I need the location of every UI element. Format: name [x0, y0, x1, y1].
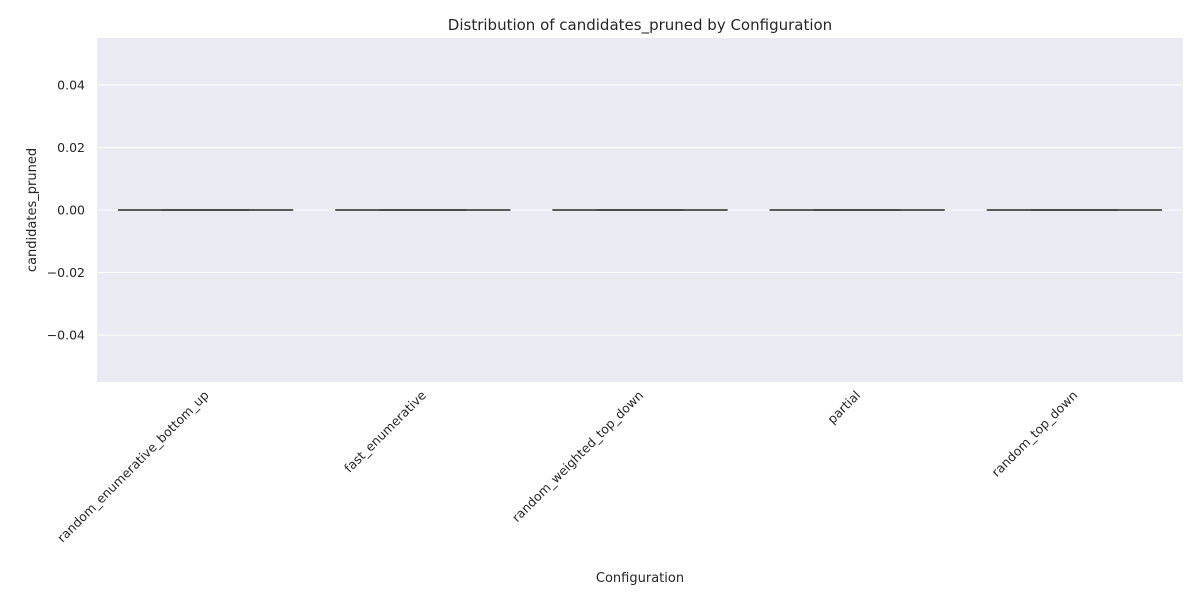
chart-title: Distribution of candidates_pruned by Con…: [448, 16, 832, 35]
y-axis-label: candidates_pruned: [25, 148, 40, 272]
x-tick-label: fast_enumerative: [341, 387, 429, 475]
y-tick-label: −0.02: [47, 265, 85, 280]
y-tick-label: 0.02: [57, 140, 85, 155]
x-tick-label: partial: [824, 388, 863, 427]
x-tick-label: random_weighted_top_down: [509, 388, 646, 525]
x-axis-label: Configuration: [596, 571, 684, 586]
y-tick-label: −0.04: [47, 328, 85, 343]
y-tick-labels: −0.04 −0.02 0.00 0.02 0.04: [47, 77, 85, 342]
x-tick-label: random_top_down: [988, 388, 1080, 480]
y-tick-label: 0.04: [57, 77, 85, 92]
x-tick-label: random_enumerative_bottom_up: [54, 387, 212, 545]
y-tick-label: 0.00: [57, 203, 85, 218]
x-tick-labels: random_enumerative_bottom_up fast_enumera…: [54, 387, 1080, 545]
